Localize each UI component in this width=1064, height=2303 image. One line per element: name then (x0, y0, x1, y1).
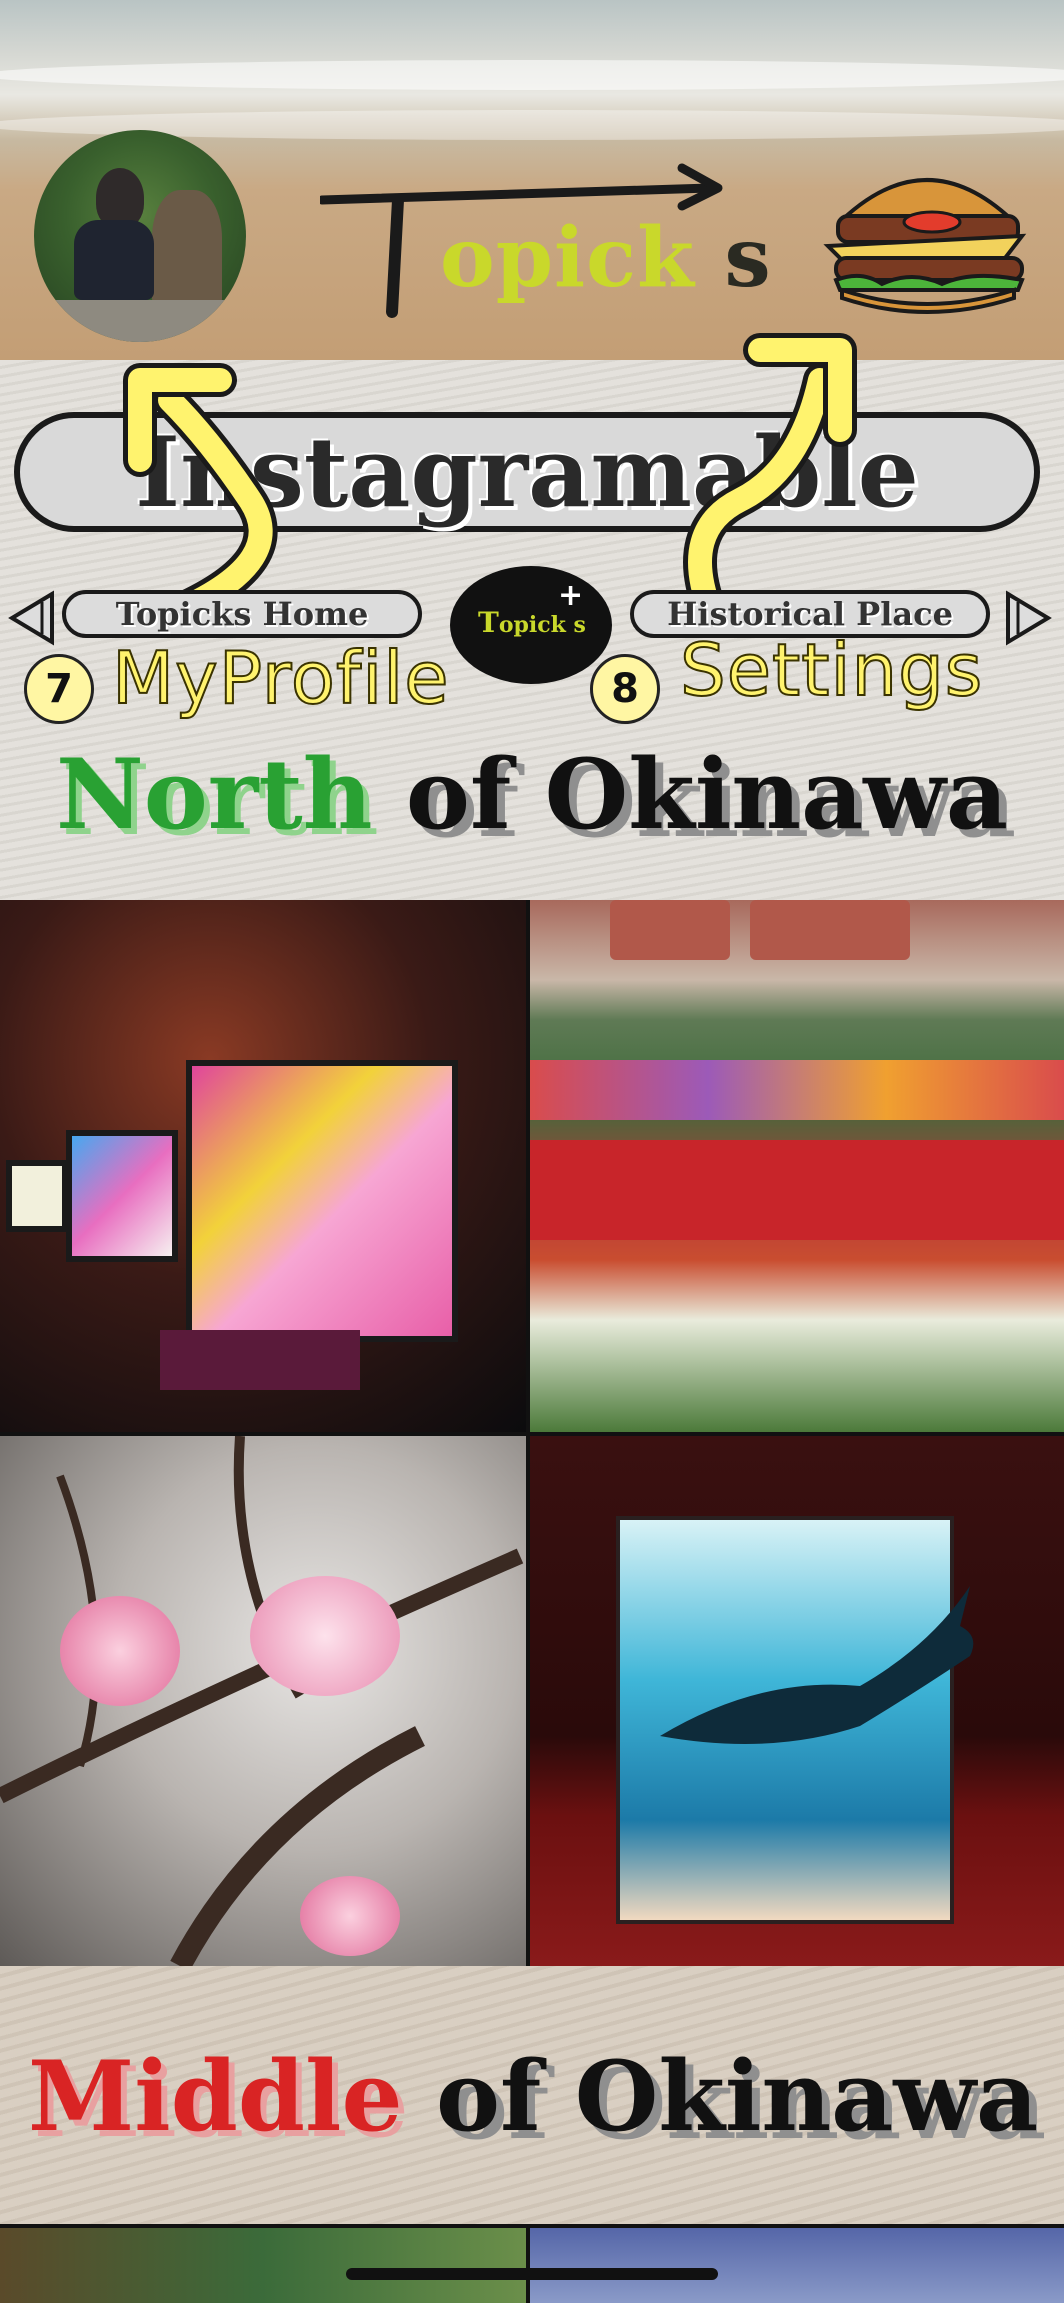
cherry-blossom-photo[interactable] (0, 1436, 526, 1966)
photo-grid (0, 900, 1064, 1966)
blossom (250, 1576, 400, 1696)
lantern-small (66, 1130, 178, 1262)
arrow-up-left-icon (123, 363, 278, 627)
myprofile-label: MyProfile (111, 635, 450, 721)
step-badge-7: 7 (24, 654, 94, 724)
person-head (96, 168, 144, 228)
section-title-middle: Middle of Okinawa (28, 2040, 1038, 2153)
photo-thumbnail[interactable] (0, 2228, 526, 2303)
bench (34, 300, 246, 342)
flower-bed (530, 1060, 1064, 1120)
home-indicator[interactable] (346, 2268, 718, 2280)
flower-garden-photo[interactable] (530, 900, 1064, 1432)
plus-icon: + (558, 578, 584, 613)
photo-grid-next (0, 2224, 1064, 2303)
pavilion (750, 900, 910, 960)
settings-label: Settings (679, 627, 984, 713)
app-logo[interactable]: opick s (320, 160, 771, 320)
topicks-home-button[interactable]: Topicks Home (62, 590, 422, 638)
lantern-large (186, 1060, 458, 1342)
statue-figure (152, 190, 222, 310)
step-badge-8: 8 (590, 654, 660, 724)
prev-arrow-icon[interactable] (6, 590, 56, 646)
wave-foam (0, 60, 1064, 90)
avatar[interactable] (34, 130, 246, 342)
person-body (74, 220, 154, 300)
lantern-base (160, 1330, 360, 1390)
logo-s: s (724, 210, 772, 306)
photo-thumbnail[interactable] (530, 2228, 1064, 2303)
blossom (300, 1876, 400, 1956)
section-region-word: Middle (28, 2040, 403, 2153)
historical-place-button[interactable]: Historical Place (630, 590, 990, 638)
header-banner: opick s (0, 0, 1064, 360)
blossom (60, 1596, 180, 1706)
flower-bed (530, 1140, 1064, 1240)
logo-arrow-icon (320, 163, 723, 318)
next-arrow-icon[interactable] (1004, 590, 1054, 646)
center-logo-text: Topick s (478, 606, 586, 639)
pavilion (610, 900, 730, 960)
arrow-up-right-icon (683, 333, 857, 627)
burger-menu-icon[interactable] (822, 150, 1032, 320)
section-region-word: North (56, 738, 373, 851)
section-band (0, 1966, 1064, 2224)
section-rest-words: of Okinawa (405, 738, 1009, 851)
logo-word: opick (440, 210, 695, 306)
wave-foam (0, 110, 1064, 140)
section-title-north: North of Okinawa (56, 738, 1008, 851)
lantern-garden-photo[interactable] (0, 900, 526, 1432)
whale-lantern-photo[interactable] (530, 1436, 1064, 1966)
lantern-far (6, 1160, 68, 1232)
branches-icon (0, 1436, 524, 1966)
whale-icon (660, 1586, 974, 1744)
logo-text: opick s (440, 210, 772, 306)
section-rest-words: of Okinawa (435, 2040, 1039, 2153)
center-logo-button[interactable]: Topick s + (450, 566, 612, 684)
